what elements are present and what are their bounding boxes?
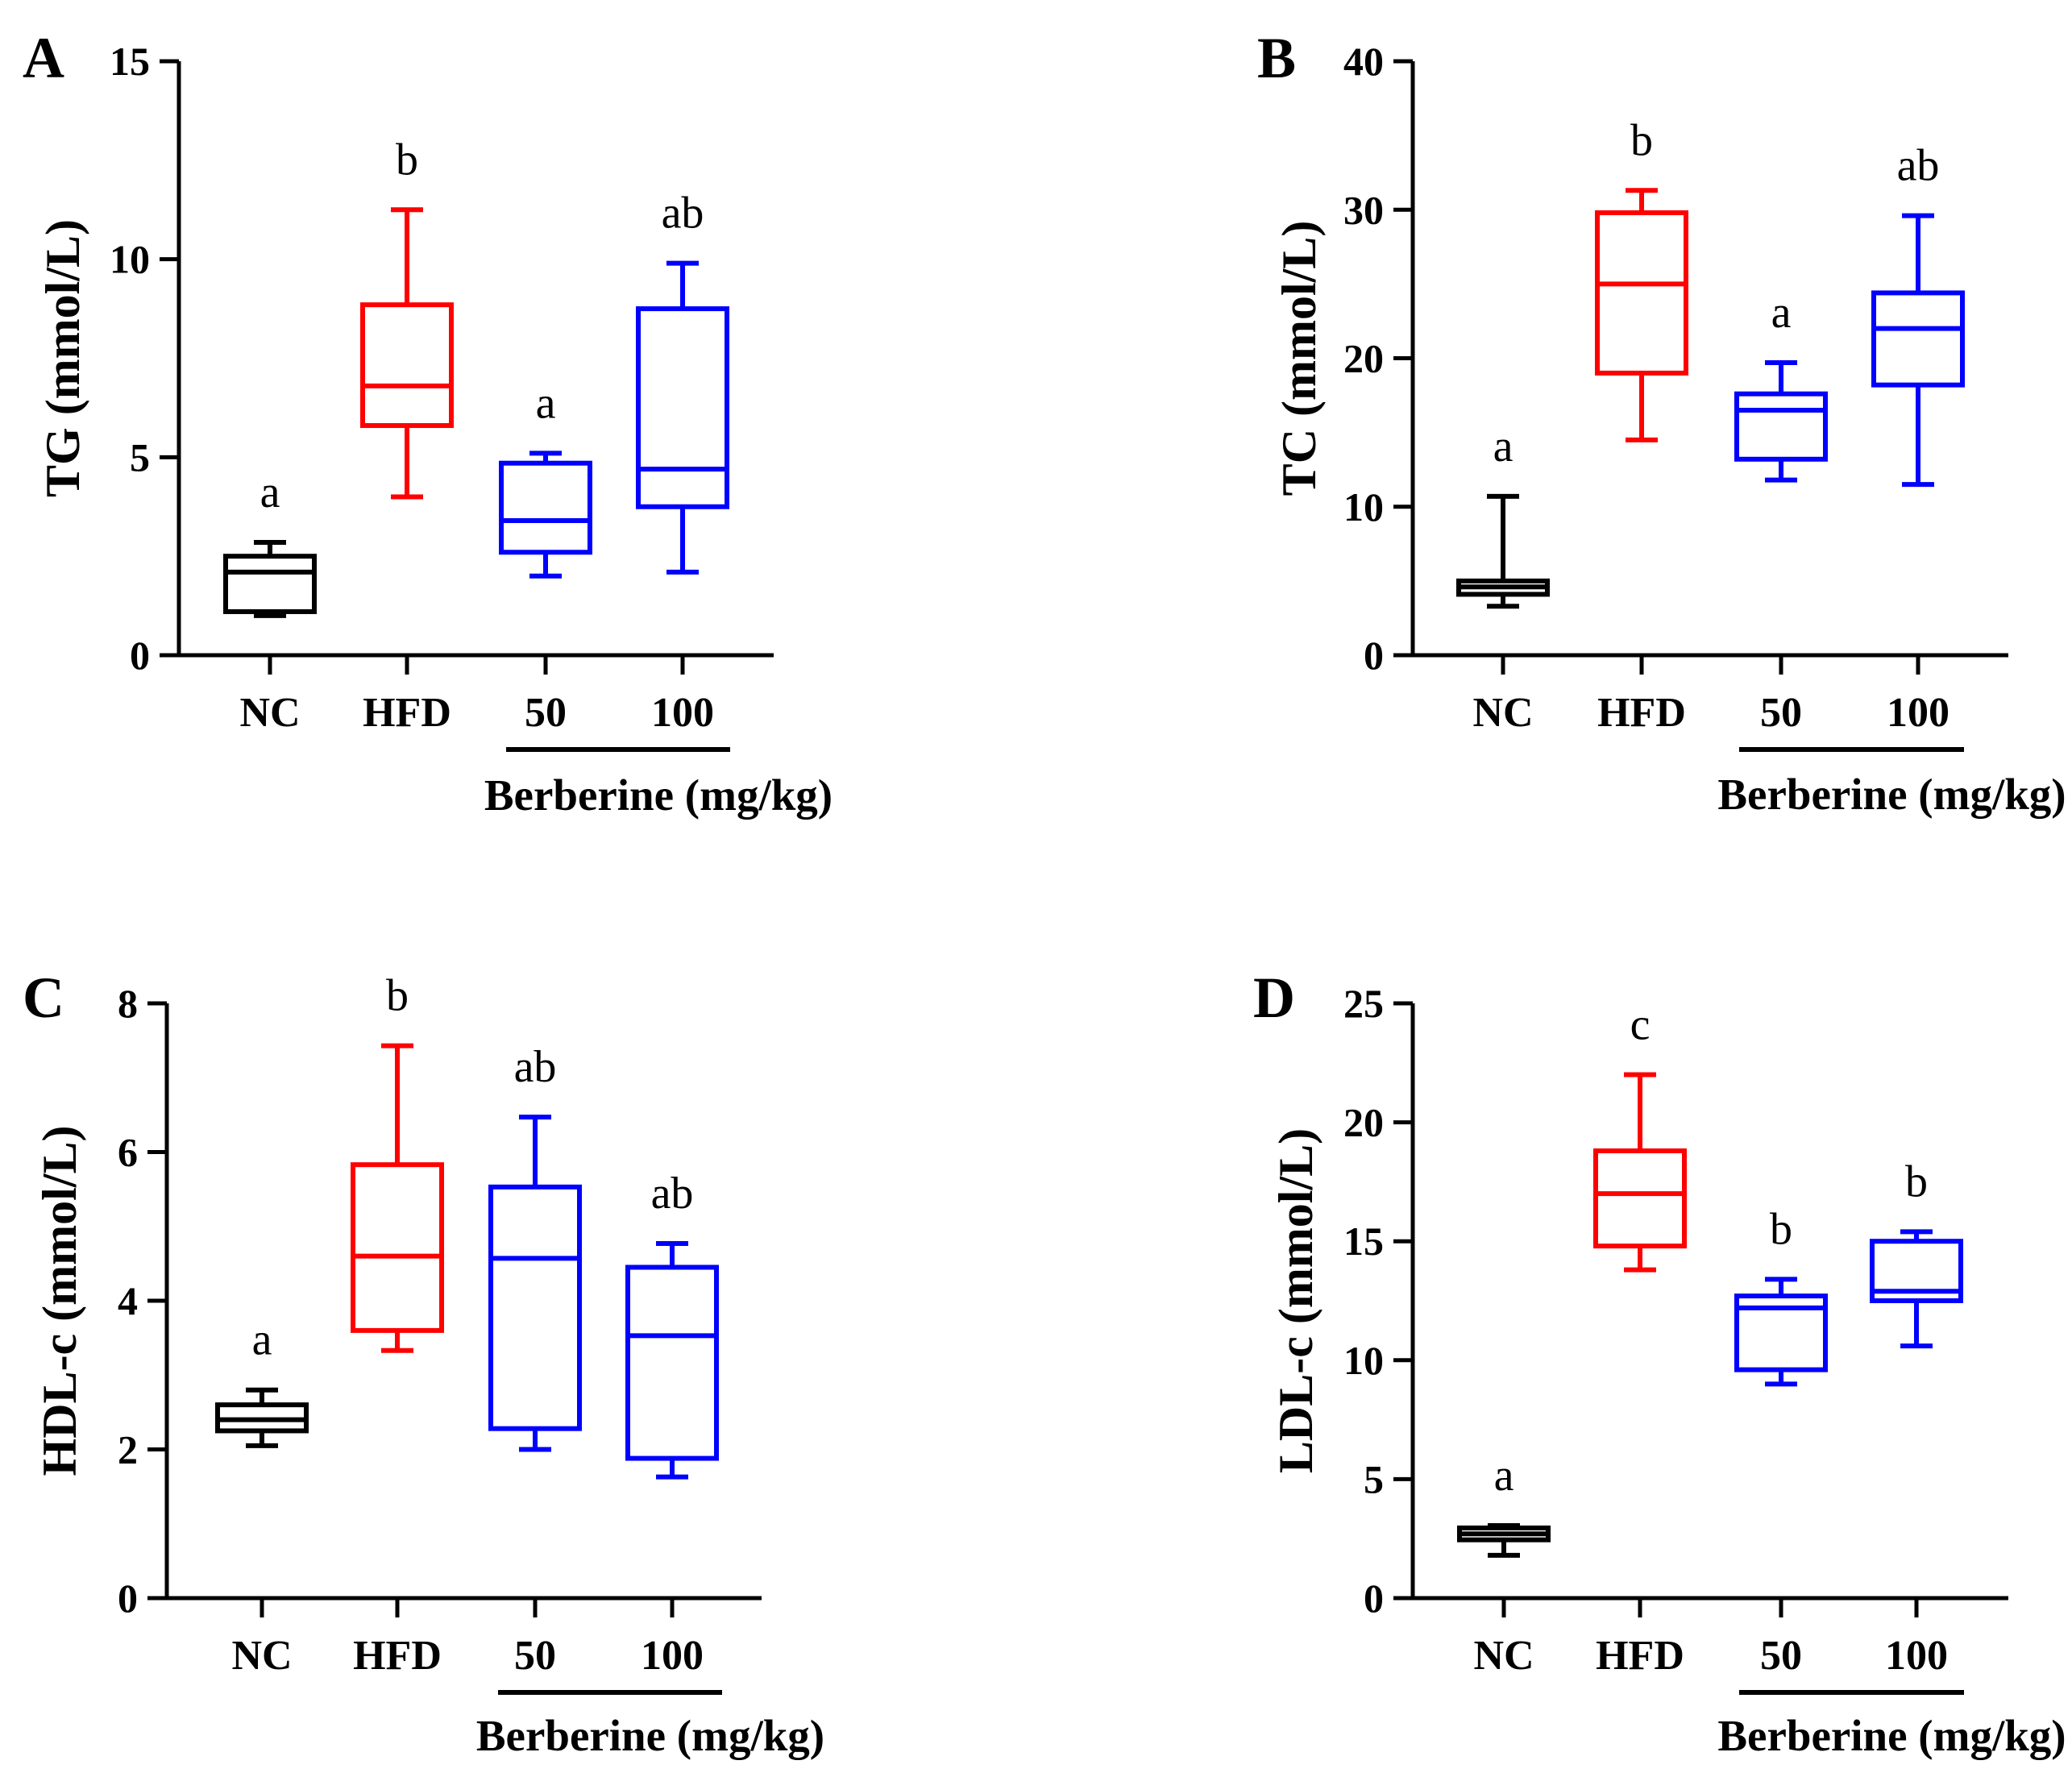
iqr-box <box>636 306 729 509</box>
category-label: HFD <box>353 1633 442 1679</box>
y-tick-label: 10 <box>1343 484 1384 529</box>
x-axis-title: Berberine (mg/kg) <box>476 1711 824 1760</box>
iqr-box <box>625 1264 719 1461</box>
category-label: 100 <box>1887 690 1950 736</box>
y-tick-label: 0 <box>118 1576 138 1621</box>
category-label: NC <box>239 690 300 736</box>
significance-label: ab <box>662 189 704 239</box>
box-plot-HFD: b <box>351 971 444 1353</box>
category-label: 100 <box>641 1633 704 1679</box>
box-plot-50: ab <box>488 1042 582 1452</box>
significance-label: ab <box>1897 141 1940 191</box>
significance-label: b <box>1770 1204 1792 1254</box>
iqr-box <box>1595 210 1688 376</box>
iqr-box <box>1734 391 1828 462</box>
box-plot-50: a <box>1734 288 1828 483</box>
significance-label: a <box>1493 421 1514 471</box>
category-label: 100 <box>651 690 714 736</box>
category-label: 50 <box>514 1633 556 1679</box>
y-tick-label: 25 <box>1343 981 1384 1026</box>
iqr-box <box>223 554 317 614</box>
iqr-box <box>1871 290 1965 388</box>
box-plot-NC: a <box>223 467 317 618</box>
significance-label: b <box>396 135 418 185</box>
panel-b: B 0 10 20 30 40 TC (mmol/L) a NC b HFD a 50 ab 100 Berb… <box>1257 26 2066 819</box>
y-tick-label: 10 <box>1343 1338 1384 1383</box>
panel-d: D 0 5 10 15 20 25 LDL-c (mmol/L) a NC c HFD b 50 b 100 B… <box>1253 965 2066 1760</box>
y-tick-label: 8 <box>118 981 138 1026</box>
panel-letter: C <box>23 965 64 1030</box>
box-plot-HFD: b <box>360 135 454 500</box>
y-tick-label: 4 <box>118 1278 138 1323</box>
box-plot-HFD: c <box>1593 1000 1687 1273</box>
iqr-box <box>1593 1148 1687 1249</box>
iqr-box <box>360 302 454 429</box>
y-tick-label: 15 <box>1343 1219 1384 1264</box>
box-plot-100: b <box>1870 1156 1963 1349</box>
iqr-box <box>488 1184 582 1431</box>
significance-label: b <box>1905 1156 1928 1206</box>
box-plot-100: ab <box>625 1169 719 1480</box>
y-tick-label: 2 <box>118 1427 138 1472</box>
y-axis-title: TG (mmol/L) <box>36 219 89 497</box>
panel-c: C 0 2 4 6 8 HDL-c (mmol/L) a NC b HFD ab 50 ab 100 Berb… <box>23 965 824 1760</box>
y-axis-title: HDL-c (mmol/L) <box>33 1126 86 1476</box>
y-tick-label: 10 <box>110 237 150 282</box>
box-plot-50: b <box>1734 1204 1828 1387</box>
box-plot-100: ab <box>1871 141 1965 488</box>
category-label: HFD <box>1596 1633 1684 1679</box>
box-plot-NC: a <box>1456 421 1550 609</box>
y-axis-title: TC (mmol/L) <box>1273 221 1326 496</box>
x-axis-title: Berberine (mg/kg) <box>1717 770 2066 819</box>
x-axis-title: Berberine (mg/kg) <box>484 770 833 820</box>
category-label: 50 <box>1760 690 1802 736</box>
y-tick-label: 0 <box>130 633 150 678</box>
box-plot-50: a <box>499 378 592 579</box>
y-axis-title: LDL-c (mmol/L) <box>1269 1128 1323 1473</box>
panel-letter: D <box>1253 965 1295 1030</box>
panel-letter: A <box>23 26 64 90</box>
significance-label: c <box>1630 1000 1651 1050</box>
panel-letter: B <box>1257 26 1296 90</box>
box-plot-100: ab <box>636 189 729 575</box>
category-label: 100 <box>1885 1633 1948 1679</box>
y-tick-label: 15 <box>110 39 150 84</box>
y-tick-label: 0 <box>1364 1576 1384 1621</box>
panel-a: A 0 5 10 15 TG (mmol/L) a NC b HFD a 50 ab 100 Berberi… <box>23 26 833 820</box>
y-tick-label: 5 <box>1364 1456 1384 1501</box>
category-label: HFD <box>1597 690 1686 736</box>
category-label: 50 <box>1760 1633 1802 1679</box>
significance-label: b <box>1630 115 1653 165</box>
iqr-box <box>1870 1239 1963 1303</box>
iqr-box <box>499 460 592 555</box>
category-label: 50 <box>525 690 567 736</box>
y-tick-label: 20 <box>1343 336 1384 381</box>
significance-label: a <box>252 1315 272 1365</box>
category-label: NC <box>1473 1633 1534 1679</box>
significance-label: ab <box>651 1169 694 1219</box>
iqr-box <box>351 1162 444 1333</box>
box-plot-NC: a <box>1457 1451 1551 1558</box>
category-label: NC <box>1472 690 1533 736</box>
significance-label: a <box>260 467 280 517</box>
significance-label: a <box>536 378 556 428</box>
category-label: HFD <box>363 690 451 736</box>
significance-label: ab <box>514 1042 557 1092</box>
significance-label: b <box>386 971 409 1021</box>
y-tick-label: 0 <box>1364 633 1384 678</box>
significance-label: a <box>1494 1451 1514 1501</box>
y-tick-label: 6 <box>118 1130 138 1175</box>
box-plot-HFD: b <box>1595 115 1688 442</box>
significance-label: a <box>1771 288 1792 338</box>
y-tick-label: 20 <box>1343 1100 1384 1145</box>
y-tick-label: 40 <box>1343 39 1384 84</box>
x-axis-title: Berberine (mg/kg) <box>1717 1711 2066 1760</box>
iqr-box <box>1734 1293 1828 1372</box>
category-label: NC <box>231 1633 292 1679</box>
y-tick-label: 5 <box>130 434 150 480</box>
box-plot-NC: a <box>215 1315 309 1448</box>
y-tick-label: 30 <box>1343 187 1384 232</box>
